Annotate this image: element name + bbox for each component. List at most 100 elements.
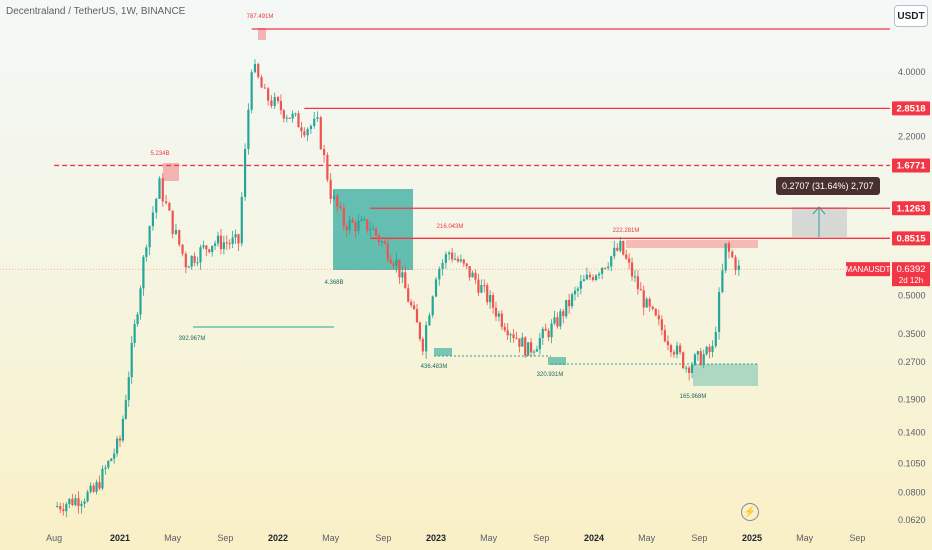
- candle-body: [456, 258, 460, 262]
- candle-body: [270, 100, 273, 106]
- candle-body: [240, 196, 243, 244]
- candle-body: [568, 299, 571, 307]
- candle-body: [734, 257, 737, 271]
- y-tick-label: 0.0800: [898, 488, 926, 498]
- candle-body: [547, 330, 550, 338]
- candle-body: [705, 346, 708, 355]
- measure-tooltip: 0.2707 (31.64%) 2,707: [776, 177, 880, 195]
- candle-body: [486, 285, 489, 303]
- candle-body: [428, 315, 431, 326]
- candle-body: [322, 149, 326, 155]
- x-tick-label: 2024: [584, 533, 604, 543]
- candle-body: [279, 101, 283, 111]
- x-tick-label: May: [164, 533, 182, 543]
- price-line-label-bg: [892, 101, 930, 116]
- candle-body: [374, 228, 378, 236]
- candle-body: [682, 352, 685, 369]
- candle-body: [291, 113, 294, 119]
- chart-title: Decentraland / TetherUS, 1W, BINANCE: [6, 6, 186, 17]
- price-line-label: 0.8515: [896, 233, 926, 244]
- candle-body: [107, 460, 110, 468]
- candle-body: [619, 240, 622, 251]
- current-price-countdown: 2d 12h: [899, 276, 923, 285]
- candle-body: [597, 273, 601, 276]
- candle-body: [228, 243, 231, 245]
- candle-body: [285, 117, 288, 119]
- candle-body: [415, 309, 419, 323]
- candle-body: [582, 279, 585, 282]
- candle-body: [297, 113, 300, 128]
- candle-body: [404, 272, 407, 289]
- candle-body: [145, 247, 148, 257]
- candle-body: [360, 219, 363, 221]
- currency-button[interactable]: USDT: [894, 5, 928, 27]
- candle-body: [645, 298, 648, 308]
- x-tick-label: Sep: [533, 533, 549, 543]
- candle-body: [521, 337, 524, 347]
- candle-body: [685, 367, 688, 369]
- candle-body: [95, 482, 98, 492]
- candle-body: [663, 330, 666, 342]
- candle-body: [377, 235, 381, 242]
- candle-body: [329, 179, 332, 199]
- candle-body: [453, 258, 457, 260]
- candle-body: [450, 252, 454, 260]
- candle-body: [418, 322, 422, 340]
- volume-annotation: 436.483M: [421, 364, 448, 370]
- candle-body: [699, 351, 702, 366]
- y-tick-label: 2.2000: [898, 131, 926, 141]
- candle-body: [651, 306, 654, 309]
- candle-body: [294, 113, 297, 115]
- candle-body: [588, 274, 592, 278]
- candle-body: [113, 453, 116, 459]
- volume-annotation: 216.043M: [437, 224, 464, 230]
- candle-body: [136, 314, 139, 325]
- x-tick-label: May: [322, 533, 340, 543]
- candle-body: [237, 234, 240, 244]
- price-line-label: 2.8518: [896, 103, 925, 114]
- candle-body: [576, 288, 580, 291]
- candle-body: [678, 345, 682, 353]
- candle-body: [438, 268, 441, 280]
- candle-body: [118, 438, 122, 441]
- candle-body: [342, 207, 345, 227]
- candle-body: [613, 247, 616, 257]
- candle-body: [524, 337, 527, 356]
- candle-body: [657, 315, 660, 320]
- symbol-label-bg: [846, 262, 890, 277]
- candle-body: [431, 296, 434, 316]
- flash-icon[interactable]: ⚡: [741, 503, 759, 521]
- candle-body: [193, 255, 196, 263]
- candle-body: [288, 117, 291, 119]
- candle-body: [444, 254, 447, 263]
- candle-body: [276, 97, 280, 102]
- candle-body: [332, 195, 336, 199]
- x-tick-label: 2021: [110, 533, 130, 543]
- candle-body: [556, 317, 559, 327]
- candle-body: [601, 267, 604, 274]
- measure-arrow-head: [812, 206, 826, 215]
- candle-body: [380, 241, 383, 243]
- candle-body: [594, 275, 598, 280]
- candle-body: [518, 338, 521, 347]
- demand-zone: [434, 348, 452, 356]
- candle-body: [369, 229, 372, 231]
- candle-body: [434, 279, 438, 297]
- candle-body: [553, 317, 556, 324]
- candle-body: [702, 354, 705, 366]
- x-tick-label: Sep: [375, 533, 391, 543]
- candle-body: [494, 307, 498, 317]
- candle-body: [610, 256, 613, 267]
- candle-body: [351, 219, 354, 223]
- candle-body: [721, 270, 724, 292]
- candle-body: [480, 285, 483, 293]
- candle-body: [155, 198, 158, 213]
- candle-body: [535, 349, 539, 352]
- candle-body: [604, 267, 607, 269]
- candle-body: [199, 247, 202, 263]
- candle-body: [339, 206, 342, 208]
- candle-body: [158, 178, 161, 199]
- x-tick-label: May: [796, 533, 814, 543]
